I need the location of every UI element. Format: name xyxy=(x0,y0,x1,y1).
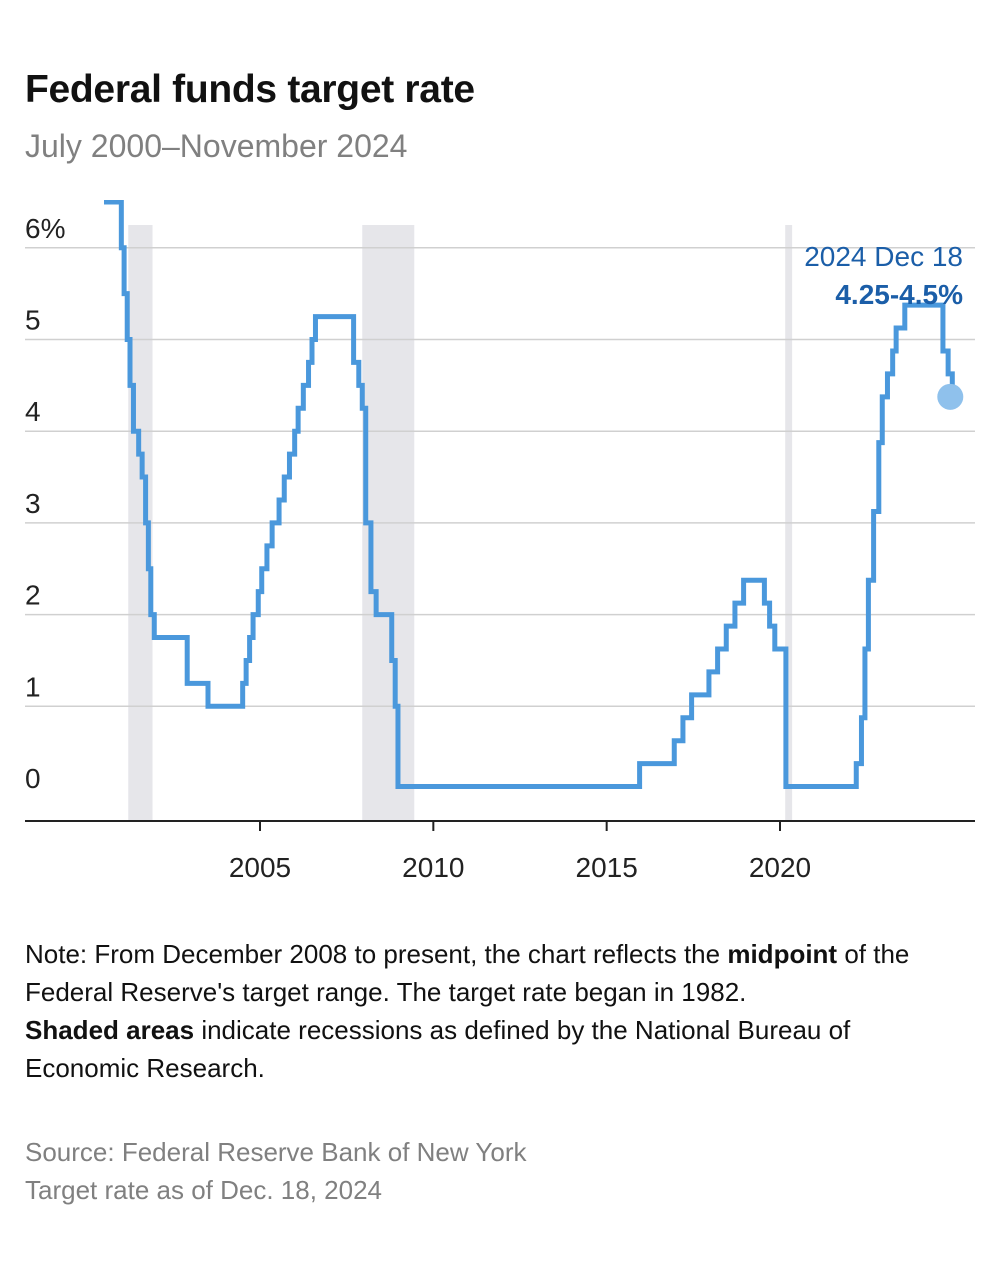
y-tick-label-2: 2 xyxy=(25,580,41,611)
x-axis: 2005 2010 2015 2020 xyxy=(25,820,975,883)
y-tick-label-5: 5 xyxy=(25,305,41,336)
x-tick-label-2010: 2010 xyxy=(402,852,464,883)
y-tick-label-3: 3 xyxy=(25,488,41,519)
x-tick-label-2005: 2005 xyxy=(229,852,291,883)
note-text-3: indicate recessions as defined by the Na… xyxy=(25,1015,851,1083)
rate-series xyxy=(104,200,964,790)
note-text-1: Note: From December 2008 to present, the… xyxy=(25,939,728,969)
note-bold-midpoint: midpoint xyxy=(727,939,838,969)
rate-chart: 0 1 2 3 4 5 6% 2005 2010 2015 2020 2024 Dec 18 4.… xyxy=(25,200,975,883)
y-tick-label-0: 0 xyxy=(25,763,41,794)
note-text-2: of the Federal Reserve's target range. T… xyxy=(25,939,910,1007)
gridlines xyxy=(25,247,975,708)
annotation-value: 4.25-4.5% xyxy=(835,279,963,310)
y-axis-labels: 0 1 2 3 4 5 6% xyxy=(25,213,65,794)
note-bold-shaded: Shaded areas xyxy=(25,1015,195,1045)
chart-notes: Note: From December 2008 to present, the… xyxy=(25,935,955,1087)
chart-source: Source: Federal Reserve Bank of New York… xyxy=(25,1133,526,1209)
source-line: Source: Federal Reserve Bank of New York xyxy=(25,1137,527,1167)
annotation-date: 2024 Dec 18 xyxy=(804,241,963,272)
latest-annotation: 2024 Dec 18 4.25-4.5% xyxy=(804,241,963,310)
series-line-0 xyxy=(104,200,955,790)
y-tick-label-4: 4 xyxy=(25,396,41,427)
x-tick-label-2020: 2020 xyxy=(749,852,811,883)
page-subtitle: July 2000–November 2024 xyxy=(25,128,408,164)
page-title: Federal funds target rate xyxy=(25,68,475,111)
end-point-marker xyxy=(937,383,964,410)
y-tick-label-6: 6% xyxy=(25,213,65,244)
note-recessions: Shaded areas indicate recessions as defi… xyxy=(25,1011,955,1087)
asof-line: Target rate as of Dec. 18, 2024 xyxy=(25,1175,382,1205)
y-tick-label-1: 1 xyxy=(25,671,41,702)
x-tick-label-2015: 2015 xyxy=(576,852,638,883)
note-midpoint: Note: From December 2008 to present, the… xyxy=(25,935,955,1011)
